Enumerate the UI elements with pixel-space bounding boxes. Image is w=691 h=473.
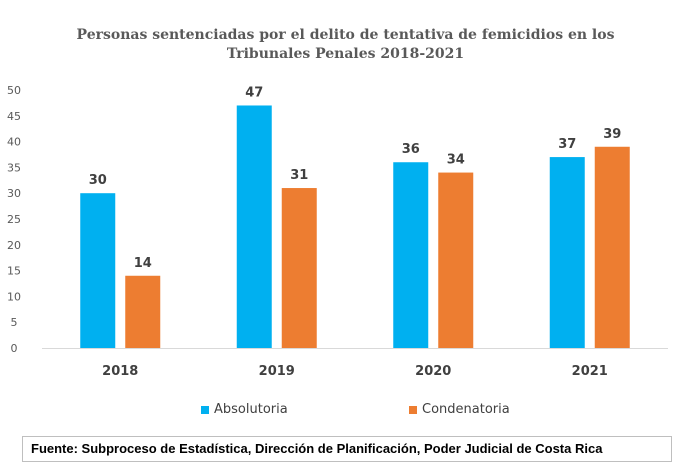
x-tick-label: 2019 (259, 364, 295, 379)
bar-absolutoria-2018 (80, 193, 116, 348)
legend-swatch-condenatoria (409, 405, 417, 414)
data-label: 14 (134, 256, 152, 271)
legend-item-condenatoria: Condenatoria (409, 402, 510, 417)
y-tick-label: 45 (7, 110, 21, 123)
bar-condenatoria-2019 (281, 188, 317, 348)
y-tick-label: 0 (11, 342, 18, 355)
data-label: 31 (290, 168, 308, 183)
y-tick-label: 5 (11, 316, 18, 329)
y-tick-label: 10 (7, 290, 21, 303)
chart-title-line-1: Personas sentenciadas por el delito de t… (76, 27, 615, 43)
legend-label-absolutoria: Absolutoria (214, 402, 288, 417)
data-label: 47 (245, 85, 263, 100)
x-tick-label: 2020 (415, 364, 451, 379)
legend-label-condenatoria: Condenatoria (422, 402, 510, 417)
bar-condenatoria-2020 (438, 172, 474, 348)
legend-item-absolutoria: Absolutoria (201, 402, 288, 417)
chart-title-line-2: Tribunales Penales 2018-2021 (226, 46, 465, 62)
y-tick-label: 15 (7, 265, 21, 278)
data-label: 39 (603, 127, 621, 142)
y-tick-label: 30 (7, 187, 21, 200)
bar-absolutoria-2020 (393, 162, 429, 348)
y-tick-label: 20 (7, 239, 21, 252)
x-tick-label: 2018 (102, 364, 138, 379)
bar-condenatoria-2021 (594, 146, 630, 348)
chart-title: Personas sentenciadas por el delito de t… (0, 26, 691, 64)
data-label: 37 (558, 137, 576, 152)
bar-condenatoria-2018 (125, 275, 161, 348)
y-tick-label: 35 (7, 161, 21, 174)
bar-absolutoria-2019 (236, 105, 272, 348)
y-tick-label: 25 (7, 213, 21, 226)
y-tick-label: 50 (7, 84, 21, 97)
bar-chart: 0 5 10 15 20 25 30 35 40 45 50 30 14 2018 47 31 2019 36 34… (7, 84, 668, 379)
data-label: 36 (402, 142, 420, 157)
bar-absolutoria-2021 (549, 157, 585, 348)
data-label: 34 (447, 153, 465, 168)
x-tick-label: 2021 (572, 364, 608, 379)
y-tick-label: 40 (7, 136, 21, 149)
data-label: 30 (89, 173, 107, 188)
legend-swatch-absolutoria (201, 405, 209, 414)
source-note: Fuente: Subproceso de Estadística, Direc… (22, 436, 672, 462)
